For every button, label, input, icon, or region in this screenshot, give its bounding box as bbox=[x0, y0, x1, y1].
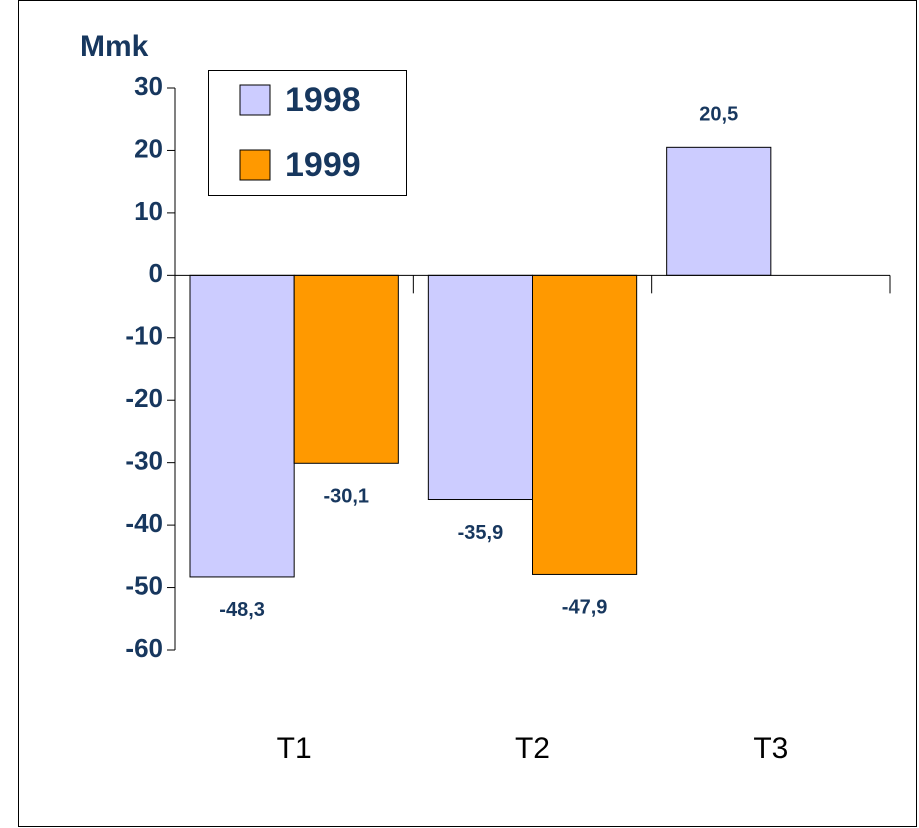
bar bbox=[293, 274, 399, 464]
bar bbox=[532, 274, 638, 575]
value-label: -30,1 bbox=[323, 486, 369, 508]
x-tick-label: T1 bbox=[277, 732, 312, 765]
value-label: 20,5 bbox=[699, 104, 738, 126]
y-tick-label: -40 bbox=[125, 508, 163, 538]
bar bbox=[666, 146, 772, 276]
y-tick-label: 20 bbox=[134, 133, 163, 163]
bar bbox=[427, 274, 534, 501]
legend-swatch bbox=[239, 149, 271, 181]
y-tick-label: -20 bbox=[125, 383, 163, 413]
value-label: -47,9 bbox=[562, 597, 608, 619]
y-tick-label: -10 bbox=[125, 321, 163, 351]
y-axis-label: Mmk bbox=[80, 30, 149, 63]
y-tick-label: 0 bbox=[149, 258, 163, 288]
x-tick-label: T2 bbox=[515, 732, 550, 765]
legend-label: 1999 bbox=[285, 146, 361, 184]
value-label: -48,3 bbox=[219, 599, 265, 621]
y-tick-label: -60 bbox=[125, 633, 163, 663]
legend-swatch bbox=[239, 84, 271, 116]
y-tick-label: 10 bbox=[134, 196, 163, 226]
x-tick-label: T3 bbox=[753, 732, 788, 765]
legend-label: 1998 bbox=[285, 81, 361, 119]
value-label: -35,9 bbox=[458, 522, 504, 544]
y-tick-label: 30 bbox=[134, 71, 163, 101]
y-tick-label: -30 bbox=[125, 446, 163, 476]
bar bbox=[189, 274, 295, 578]
y-tick-label: -50 bbox=[125, 570, 163, 600]
